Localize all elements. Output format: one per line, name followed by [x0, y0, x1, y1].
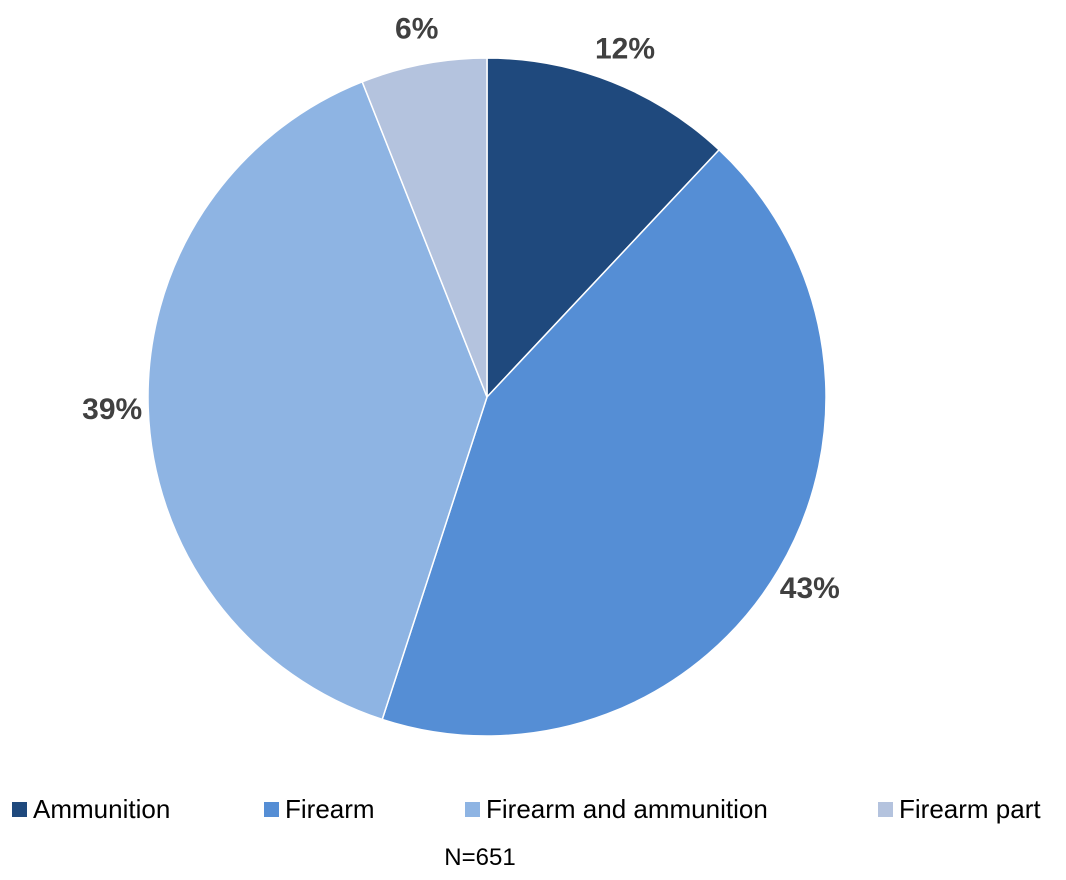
legend-swatch-firearm [264, 802, 279, 817]
pie-data-labels: 12% 43% 39% 6% [82, 13, 840, 605]
pie-chart: 12% 43% 39% 6% [82, 13, 840, 737]
legend-label-firearm-part: Firearm part [899, 794, 1041, 824]
pie-slice-firearm [381, 148, 827, 737]
data-label-firearm-and-ammunition: 39% [82, 393, 142, 426]
pie-slice-firearm-part [361, 57, 488, 398]
legend-item-firearm-part: Firearm part [878, 794, 1041, 825]
data-label-firearm: 43% [780, 572, 840, 605]
legend-label-firearm: Firearm [285, 794, 375, 824]
legend-item-firearm: Firearm [264, 794, 375, 825]
pie-slice-firearm-and-ammunition [147, 80, 488, 721]
legend-item-firearm-and-ammunition: Firearm and ammunition [465, 794, 768, 825]
legend-swatch-ammunition [12, 802, 27, 817]
legend-swatch-firearm-and-ammunition [465, 802, 480, 817]
pie-slices [147, 57, 827, 737]
pie-slice-ammunition [486, 57, 721, 399]
sample-size-note: N=651 [444, 844, 516, 871]
legend: Ammunition Firearm Firearm and ammunitio… [0, 794, 1066, 834]
data-label-firearm-part: 6% [395, 13, 438, 46]
legend-swatch-firearm-part [878, 802, 893, 817]
legend-item-ammunition: Ammunition [12, 794, 170, 825]
legend-label-firearm-and-ammunition: Firearm and ammunition [486, 794, 768, 824]
legend-label-ammunition: Ammunition [33, 794, 171, 824]
data-label-ammunition: 12% [595, 32, 655, 65]
